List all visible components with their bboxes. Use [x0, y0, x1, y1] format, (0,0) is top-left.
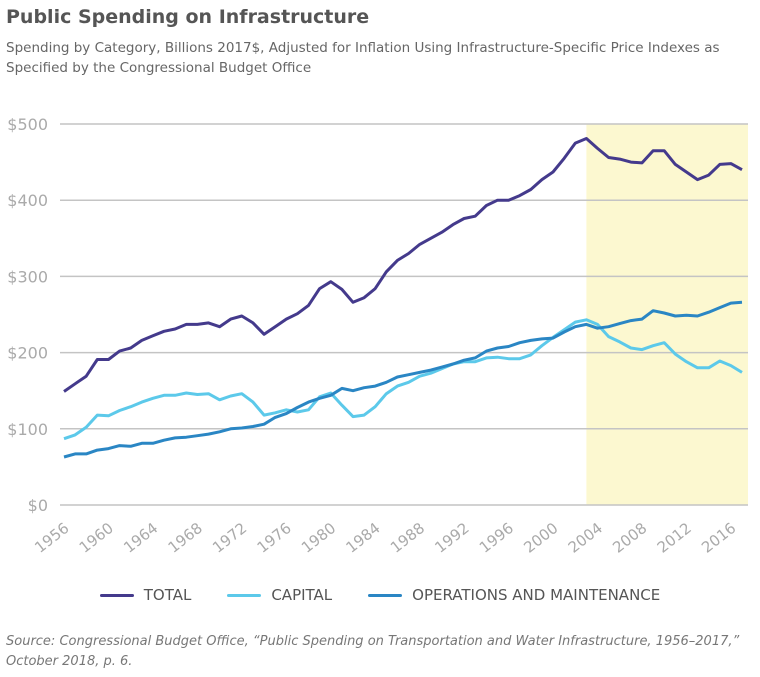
- x-tick-label: 2008: [609, 519, 650, 557]
- x-tick-label: 1996: [476, 519, 517, 557]
- source-note: Source: Congressional Budget Office, “Pu…: [6, 634, 740, 669]
- legend-label-om: OPERATIONS AND MAINTENANCE: [412, 586, 661, 604]
- legend: TOTAL CAPITAL OPERATIONS AND MAINTENANCE: [0, 586, 760, 604]
- chart-title: Public Spending on Infrastructure: [6, 6, 370, 28]
- x-tick-label: 2012: [654, 519, 695, 557]
- series-line-operations-and-maintenance: [63, 300, 743, 459]
- legend-item-capital: CAPITAL: [227, 586, 332, 604]
- x-tick-label: 1976: [254, 519, 295, 557]
- x-tick-label: 1984: [343, 519, 384, 557]
- legend-item-om: OPERATIONS AND MAINTENANCE: [368, 586, 660, 604]
- legend-item-total: TOTAL: [99, 586, 192, 604]
- y-tick-label: $300: [7, 267, 48, 286]
- legend-swatch-total: [99, 593, 134, 597]
- series-line-capital: [63, 318, 743, 441]
- x-tick-label: 2016: [698, 519, 739, 557]
- y-tick-label: $400: [7, 191, 48, 210]
- x-tick-label: 1980: [298, 519, 339, 557]
- x-tick-label: 1988: [387, 519, 428, 557]
- legend-label-total: TOTAL: [143, 586, 192, 604]
- chart-subtitle: Spending by Category, Billions 2017$, Ad…: [6, 40, 720, 76]
- y-tick-label: $0: [28, 496, 48, 515]
- x-tick-label: 1964: [120, 519, 161, 557]
- x-tick-label: 2004: [565, 519, 606, 557]
- x-tick-label: 1956: [31, 519, 72, 557]
- x-tick-label: 1972: [209, 519, 250, 557]
- x-tick-label: 2000: [520, 519, 561, 557]
- y-tick-label: $200: [7, 344, 48, 363]
- legend-swatch-om: [368, 593, 403, 597]
- x-tick-label: 1960: [76, 519, 117, 557]
- legend-swatch-capital: [227, 593, 262, 597]
- y-tick-label: $500: [7, 115, 48, 134]
- legend-label-capital: CAPITAL: [271, 586, 333, 604]
- x-tick-label: 1968: [165, 519, 206, 557]
- y-tick-label: $100: [7, 420, 48, 439]
- x-tick-label: 1992: [431, 519, 472, 557]
- series-line-total: [63, 137, 743, 393]
